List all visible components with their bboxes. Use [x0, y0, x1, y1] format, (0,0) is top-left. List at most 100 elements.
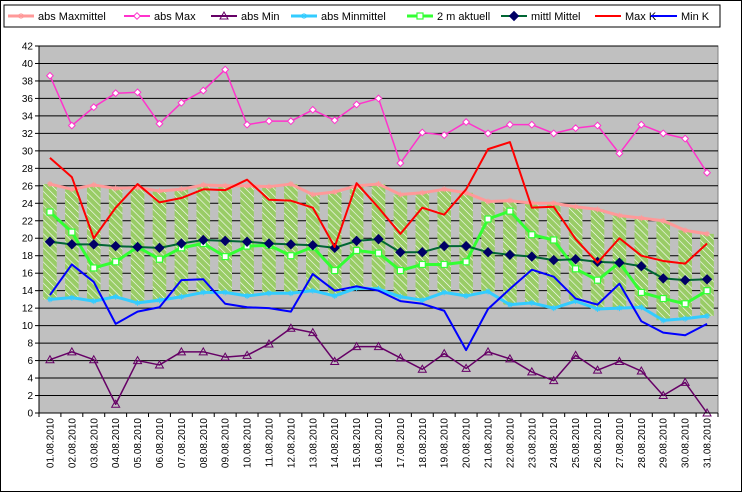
y-tick-label-8: 8	[27, 339, 33, 350]
point-abs-min-30	[680, 377, 691, 386]
point-mittl-mittel-13	[307, 240, 318, 251]
point-abs-maxmittel-7	[178, 186, 185, 193]
point-abs-max-16	[374, 94, 383, 103]
point-abs-maxmittel-27	[616, 212, 623, 219]
point-abs-max-14	[330, 116, 339, 125]
legend-marker-mittl-mittel	[508, 10, 520, 22]
band-bar-30	[678, 230, 692, 319]
point-abs-min-13	[307, 327, 318, 337]
x-tick-label-20: 20.08.2010	[462, 418, 473, 468]
point-mittl-mittel-31	[701, 274, 713, 285]
point-abs-min-15	[351, 341, 362, 351]
x-tick-label-11: 11.08.2010	[264, 418, 275, 468]
y-tick-label-30: 30	[22, 146, 34, 157]
point-abs-maxmittel-24	[550, 200, 557, 207]
point-2-m-aktuell-14	[331, 266, 339, 275]
point-abs-maxmittel-10	[244, 182, 251, 189]
point-abs-maxmittel-20	[463, 189, 470, 196]
point-mittl-mittel-18	[417, 247, 428, 258]
point-2-m-aktuell-30	[681, 300, 689, 308]
point-abs-minmittel-31	[704, 313, 711, 320]
point-abs-maxmittel-11	[265, 183, 272, 190]
point-abs-min-20	[461, 363, 471, 372]
point-abs-maxmittel-4	[112, 185, 119, 192]
y-tick-label-4: 4	[27, 374, 33, 385]
point-abs-minmittel-26	[594, 306, 601, 313]
point-2-m-aktuell-6	[155, 255, 164, 263]
y-tick-label-12: 12	[22, 304, 34, 315]
x-tick-label-23: 23.08.2010	[527, 418, 538, 468]
y-tick-label-24: 24	[22, 199, 34, 210]
band-bar-18	[415, 192, 430, 301]
series-max-k	[49, 141, 708, 265]
point-abs-maxmittel-29	[660, 217, 667, 224]
point-abs-minmittel-4	[112, 293, 119, 300]
point-2-m-aktuell-16	[374, 249, 383, 257]
point-abs-max-9	[221, 65, 230, 74]
point-2-m-aktuell-24	[550, 236, 558, 244]
point-2-m-aktuell-25	[572, 265, 580, 273]
point-mittl-mittel-19	[439, 240, 450, 252]
band-bar-17	[393, 194, 408, 297]
point-mittl-mittel-7	[176, 238, 187, 249]
x-tick-label-19: 19.08.2010	[440, 418, 451, 468]
point-2-m-aktuell-2	[68, 228, 76, 236]
point-2-m-aktuell-31	[703, 287, 711, 295]
x-tick-label-21: 21.08.2010	[484, 418, 495, 468]
point-abs-maxmittel-16	[375, 181, 382, 188]
point-abs-min-11	[264, 338, 274, 348]
point-mittl-mittel-5	[132, 241, 143, 253]
point-mittl-mittel-1	[44, 236, 56, 247]
point-abs-maxmittel-23	[528, 200, 535, 207]
point-2-m-aktuell-4	[112, 258, 120, 266]
y-tick-label-10: 10	[22, 321, 34, 332]
x-tick-label-10: 10.08.2010	[243, 418, 254, 468]
point-abs-max-31	[703, 168, 712, 177]
legend-marker-abs-min	[219, 10, 229, 20]
point-abs-minmittel-13	[309, 287, 316, 294]
point-2-m-aktuell-9	[221, 252, 229, 261]
series-layer	[44, 65, 713, 417]
point-mittl-mittel-20	[460, 240, 472, 252]
series-min-k	[49, 263, 708, 352]
point-abs-max-26	[593, 121, 602, 130]
y-tick-label-38: 38	[22, 76, 34, 87]
point-abs-minmittel-21	[485, 288, 492, 295]
point-abs-maxmittel-25	[572, 203, 579, 210]
point-abs-minmittel-25	[572, 298, 579, 305]
series-abs-minmittel	[46, 285, 711, 324]
point-abs-minmittel-12	[287, 290, 294, 297]
band-bar-25	[568, 206, 583, 302]
point-abs-max-21	[484, 129, 493, 138]
point-abs-min-10	[242, 350, 252, 359]
band-bar-21	[481, 201, 495, 292]
point-abs-maxmittel-3	[90, 181, 97, 188]
point-abs-minmittel-2	[68, 294, 75, 301]
x-tick-label-3: 03.08.2010	[89, 418, 100, 468]
y-tick-label-32: 32	[22, 129, 34, 140]
x-tick-label-2: 02.08.2010	[67, 418, 78, 468]
y-tick-label-28: 28	[22, 164, 34, 175]
point-2-m-aktuell-21	[484, 215, 492, 223]
point-abs-min-8	[198, 346, 209, 356]
point-abs-min-25	[570, 350, 581, 359]
point-abs-min-14	[329, 356, 340, 365]
x-tick-label-31: 31.08.2010	[703, 418, 714, 468]
point-2-m-aktuell-23	[528, 231, 536, 239]
point-mittl-mittel-24	[548, 254, 559, 266]
point-abs-maxmittel-17	[397, 191, 404, 198]
point-abs-minmittel-24	[550, 305, 557, 312]
point-2-m-aktuell-18	[418, 260, 426, 269]
legend-entry-min-k: Min K	[651, 11, 710, 23]
point-abs-maxmittel-21	[485, 198, 492, 205]
x-tick-label-29: 29.08.2010	[659, 418, 670, 468]
x-tick-label-30: 30.08.2010	[681, 418, 692, 468]
point-abs-maxmittel-14	[331, 188, 338, 195]
point-abs-minmittel-30	[682, 315, 689, 322]
point-abs-minmittel-27	[616, 305, 623, 312]
x-tick-label-1: 01.08.2010	[45, 418, 56, 468]
point-abs-min-5	[132, 355, 143, 365]
point-abs-maxmittel-22	[506, 197, 513, 204]
point-abs-min-29	[658, 390, 669, 400]
